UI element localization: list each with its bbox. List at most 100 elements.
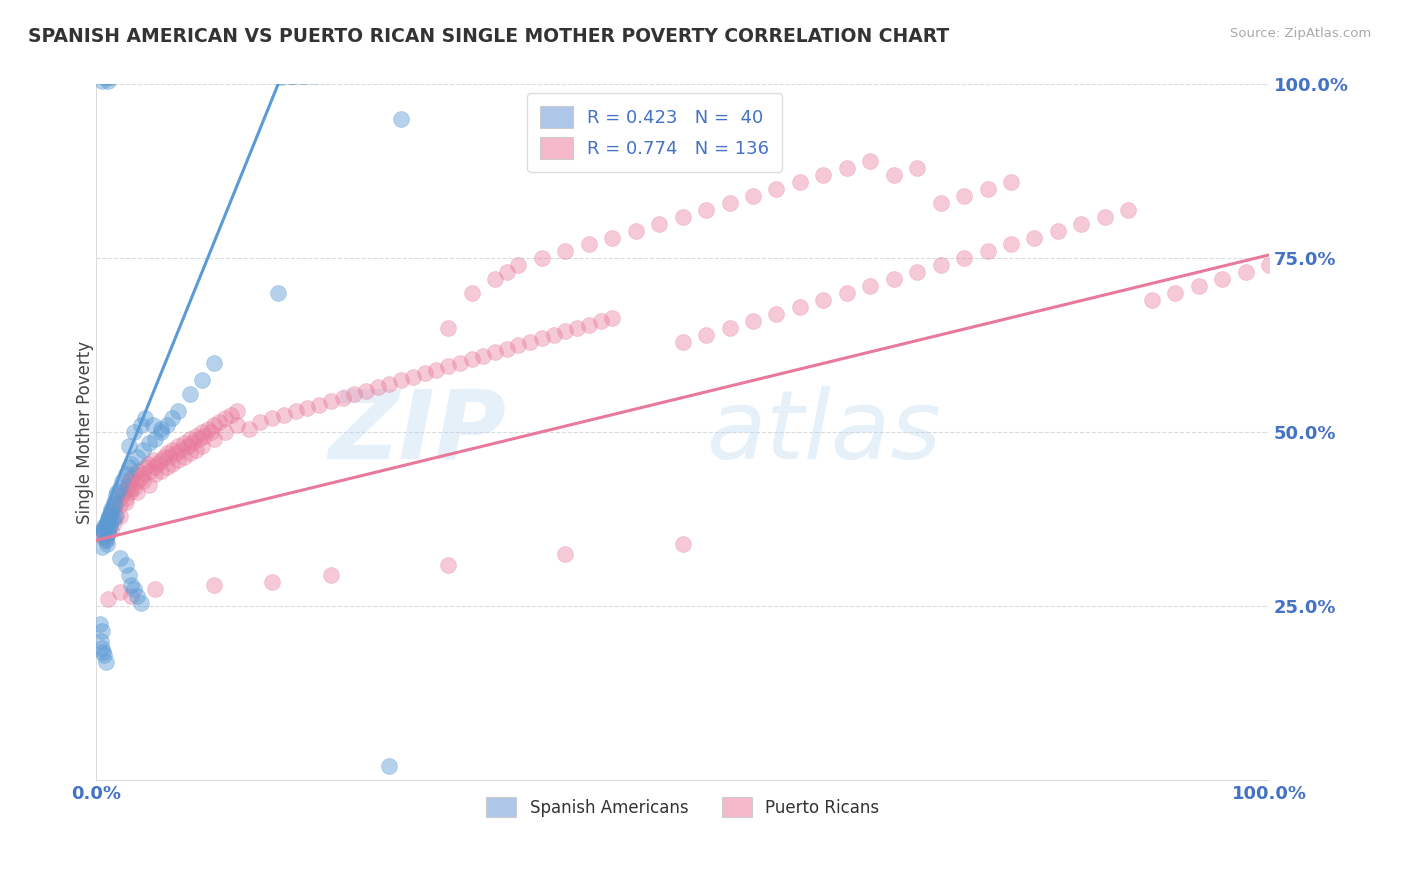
Point <box>308 398 330 412</box>
Point <box>105 495 128 509</box>
Point <box>91 530 114 544</box>
Point <box>98 516 121 530</box>
Point <box>100 505 122 519</box>
Point <box>93 519 115 533</box>
Point <box>141 453 163 467</box>
Point <box>118 474 141 488</box>
Point <box>93 70 115 85</box>
Point <box>108 481 131 495</box>
Point <box>149 453 172 467</box>
Point <box>472 349 495 363</box>
Point <box>108 508 131 523</box>
Point <box>105 508 128 523</box>
Point <box>139 464 162 478</box>
Point <box>97 512 120 526</box>
Point <box>460 352 482 367</box>
Point <box>883 168 905 182</box>
Point <box>129 470 152 484</box>
Point <box>120 484 142 499</box>
Point <box>929 258 952 272</box>
Point <box>104 499 127 513</box>
Point <box>129 596 152 610</box>
Point <box>1046 223 1069 237</box>
Point <box>1000 237 1022 252</box>
Point <box>167 404 190 418</box>
Point <box>120 578 142 592</box>
Point <box>789 175 811 189</box>
Point <box>495 265 517 279</box>
Point <box>905 161 928 175</box>
Point <box>565 321 588 335</box>
Point <box>181 435 204 450</box>
Point <box>437 321 460 335</box>
Point <box>1094 210 1116 224</box>
Point <box>103 499 125 513</box>
Point <box>530 331 553 345</box>
Text: Source: ZipAtlas.com: Source: ZipAtlas.com <box>1230 27 1371 40</box>
Point <box>114 495 136 509</box>
Point <box>437 359 460 374</box>
Point <box>184 429 207 443</box>
Point <box>141 418 163 433</box>
Point <box>589 314 612 328</box>
Point <box>742 314 765 328</box>
Point <box>1258 258 1281 272</box>
Point <box>578 318 600 332</box>
Point <box>267 286 290 301</box>
Point <box>197 422 219 436</box>
Point <box>813 168 835 182</box>
Point <box>93 526 115 541</box>
Point <box>127 589 149 603</box>
Point <box>94 530 117 544</box>
Point <box>146 457 169 471</box>
Point <box>122 425 145 440</box>
Point <box>143 582 166 596</box>
Point <box>173 450 195 464</box>
Point <box>165 446 187 460</box>
Point <box>188 433 211 447</box>
Point <box>200 425 222 440</box>
Point <box>193 429 215 443</box>
Point <box>765 182 787 196</box>
Point <box>98 508 121 523</box>
Point <box>132 467 155 482</box>
Point <box>378 759 401 773</box>
Point <box>162 442 184 457</box>
Point <box>929 195 952 210</box>
Point <box>179 433 201 447</box>
Point <box>118 568 141 582</box>
Point <box>177 439 200 453</box>
Point <box>332 391 354 405</box>
Point <box>284 404 307 418</box>
Point <box>202 578 225 592</box>
Point <box>600 230 623 244</box>
Point <box>104 508 127 523</box>
Text: atlas: atlas <box>706 386 941 479</box>
Point <box>554 325 576 339</box>
Point <box>149 425 172 440</box>
Point <box>319 568 342 582</box>
Point <box>90 634 112 648</box>
Point <box>530 252 553 266</box>
Point <box>129 418 152 433</box>
Point <box>115 481 138 495</box>
Point <box>179 446 201 460</box>
Point <box>1070 217 1092 231</box>
Point <box>127 474 149 488</box>
Point <box>112 484 135 499</box>
Point <box>202 433 225 447</box>
Point <box>134 411 156 425</box>
Point <box>319 394 342 409</box>
Point <box>578 237 600 252</box>
Point <box>449 356 471 370</box>
Point <box>495 342 517 356</box>
Point <box>543 328 565 343</box>
Point <box>402 369 425 384</box>
Point <box>600 310 623 325</box>
Point <box>173 435 195 450</box>
Point <box>91 644 114 658</box>
Point <box>127 464 149 478</box>
Point <box>214 425 236 440</box>
Point <box>122 582 145 596</box>
Point <box>97 592 120 607</box>
